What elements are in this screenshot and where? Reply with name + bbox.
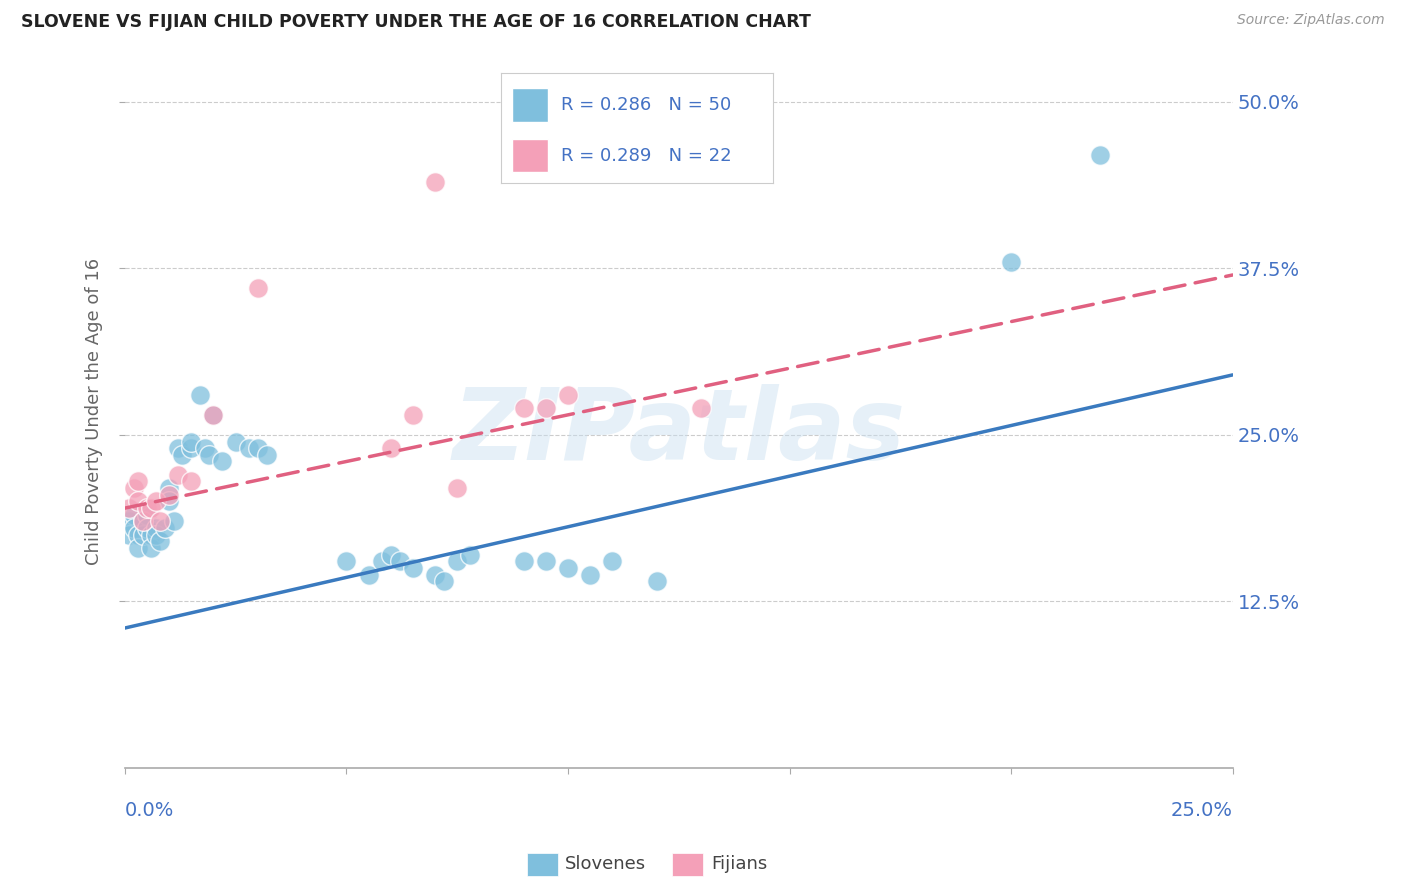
Text: Source: ZipAtlas.com: Source: ZipAtlas.com <box>1237 13 1385 28</box>
Point <box>118 528 141 542</box>
Point <box>446 554 468 568</box>
Point <box>145 494 167 508</box>
Text: SLOVENE VS FIJIAN CHILD POVERTY UNDER THE AGE OF 16 CORRELATION CHART: SLOVENE VS FIJIAN CHILD POVERTY UNDER TH… <box>21 13 811 31</box>
Point <box>141 528 163 542</box>
Point <box>149 515 172 529</box>
Point <box>127 494 149 508</box>
Point <box>579 567 602 582</box>
Point <box>141 501 163 516</box>
Point <box>180 434 202 449</box>
Point <box>460 548 482 562</box>
Point <box>202 408 225 422</box>
Point <box>645 574 668 589</box>
Point <box>127 475 149 489</box>
Point <box>198 448 221 462</box>
Point <box>136 508 159 522</box>
Point <box>162 515 184 529</box>
Point <box>1000 254 1022 268</box>
Point <box>180 475 202 489</box>
Point <box>238 441 260 455</box>
Text: 25.0%: 25.0% <box>1171 801 1233 821</box>
Text: 0.0%: 0.0% <box>125 801 174 821</box>
Point <box>534 401 557 416</box>
Point <box>167 467 190 482</box>
Point <box>557 388 579 402</box>
Point <box>145 528 167 542</box>
Point <box>145 521 167 535</box>
Point <box>118 501 141 516</box>
Point <box>246 441 269 455</box>
Point <box>127 541 149 555</box>
Point <box>357 567 380 582</box>
Point <box>446 481 468 495</box>
Point <box>380 548 402 562</box>
Point <box>194 441 217 455</box>
Text: Slovenes: Slovenes <box>565 855 647 873</box>
Point <box>423 567 446 582</box>
Point <box>600 554 623 568</box>
Point <box>371 554 394 568</box>
Point <box>534 554 557 568</box>
Point <box>167 441 190 455</box>
Point <box>388 554 411 568</box>
Point <box>153 521 176 535</box>
Point <box>122 481 145 495</box>
Point <box>423 175 446 189</box>
Point <box>118 515 141 529</box>
Point <box>131 515 153 529</box>
Point <box>211 454 233 468</box>
Point <box>689 401 711 416</box>
Point <box>136 521 159 535</box>
Point <box>141 541 163 555</box>
Point <box>512 554 534 568</box>
Point <box>433 574 456 589</box>
Point <box>131 528 153 542</box>
Point <box>127 528 149 542</box>
Point <box>122 521 145 535</box>
Point <box>1088 148 1111 162</box>
Point <box>512 401 534 416</box>
Point <box>202 408 225 422</box>
Point <box>402 561 425 575</box>
Point <box>380 441 402 455</box>
Text: Fijians: Fijians <box>711 855 768 873</box>
Point <box>149 534 172 549</box>
Point <box>246 281 269 295</box>
Point <box>256 448 278 462</box>
Point <box>557 561 579 575</box>
Text: ZIPatlas: ZIPatlas <box>453 384 905 482</box>
Point <box>157 481 180 495</box>
Point <box>122 508 145 522</box>
Point <box>335 554 357 568</box>
Y-axis label: Child Poverty Under the Age of 16: Child Poverty Under the Age of 16 <box>86 258 103 566</box>
Point <box>402 408 425 422</box>
Point <box>157 494 180 508</box>
Point <box>180 441 202 455</box>
Point <box>225 434 247 449</box>
Point <box>136 501 159 516</box>
Point <box>157 488 180 502</box>
Point <box>188 388 211 402</box>
Point <box>172 448 194 462</box>
Point <box>131 515 153 529</box>
